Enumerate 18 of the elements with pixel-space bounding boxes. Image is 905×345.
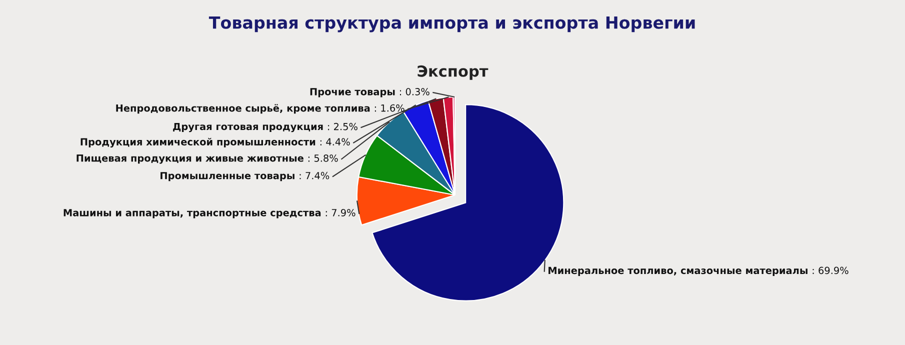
data-label: : 2.5% bbox=[328, 122, 358, 130]
slice-label: Продукция химической промышленности bbox=[80, 138, 316, 148]
slice-label: Минеральное топливо, смазочные материалы bbox=[548, 266, 808, 276]
data-label: : 5.8% bbox=[308, 154, 338, 162]
slice-label: Прочие товары bbox=[310, 88, 395, 98]
data-label: : 7.4% bbox=[300, 172, 330, 180]
data-label: : 69.9% bbox=[812, 266, 848, 274]
slice-label: Промышленные товары bbox=[160, 172, 294, 182]
slice-label: Машины и аппараты, транспортные средства bbox=[64, 209, 321, 218]
data-label: : 1.6% bbox=[374, 104, 404, 112]
data-label: : 4.4% bbox=[320, 138, 350, 146]
data-label: : 0.3% bbox=[400, 88, 430, 96]
data-label: : 7.9% bbox=[326, 208, 356, 216]
slice-label: Непродовольственное сырьё, кроме топлива bbox=[116, 104, 370, 114]
chart-title: Товарная структура импорта и экспорта Норвегии bbox=[208, 16, 695, 32]
slice-label: Другая готовая продукция bbox=[173, 122, 323, 132]
chart-subtitle: Экспорт bbox=[418, 65, 488, 80]
slice-label: Пищевая продукция и живые животные bbox=[76, 154, 304, 164]
